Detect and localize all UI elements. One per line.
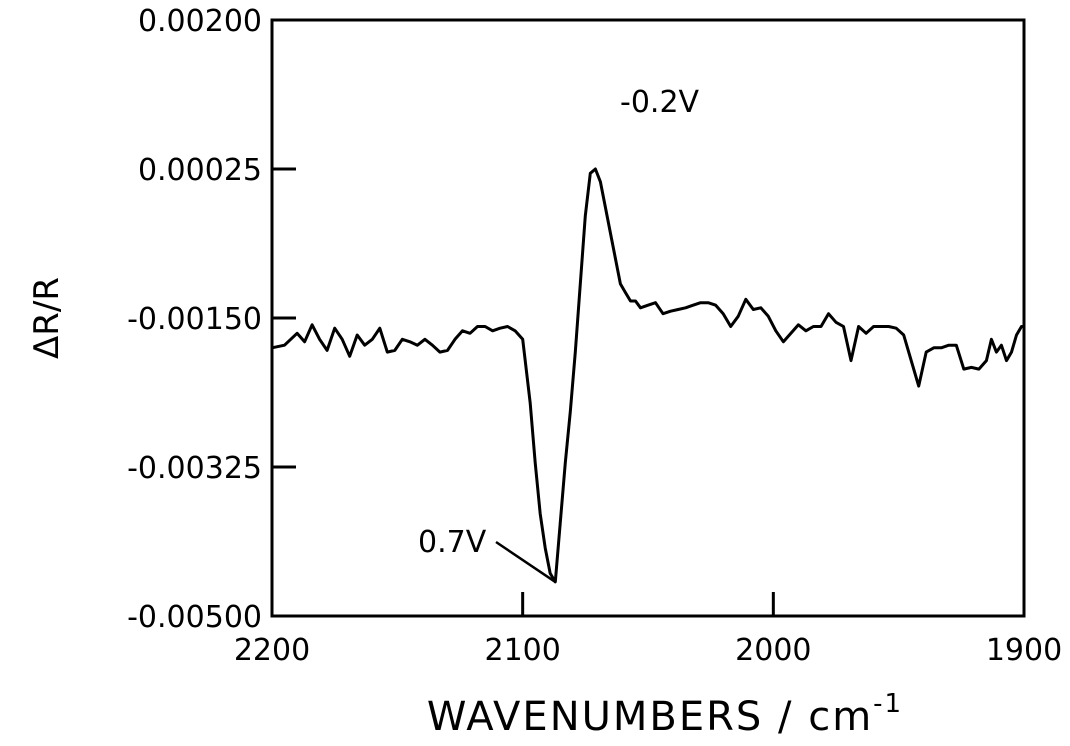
y-tick-label: -0.00500 [127, 600, 262, 635]
y-tick-label: -0.00150 [127, 302, 262, 337]
ticks [270, 18, 1026, 618]
annotation-leader [495, 540, 556, 583]
y-tick-label: 0.00200 [138, 4, 262, 39]
annotation-top-peak: -0.2V [620, 85, 700, 120]
x-tick-label: 2200 [234, 633, 310, 668]
x-tick-label: 2000 [735, 633, 811, 668]
y-tick-labels: 0.00200 0.00025 -0.00150 -0.00325 -0.00500 [127, 4, 262, 635]
x-tick-label: 1900 [986, 633, 1062, 668]
x-tick-label: 2100 [484, 633, 560, 668]
x-axis-title-main: WAVENUMBERS / cm [427, 694, 873, 740]
y-tick-label: -0.00325 [127, 451, 262, 486]
x-axis-title-superscript: -1 [873, 689, 903, 719]
x-tick-labels: 2200 2100 2000 1900 [234, 633, 1062, 668]
annotation-bottom-peak: 0.7V [418, 525, 487, 560]
y-tick-label: 0.00025 [138, 153, 262, 188]
y-axis-title: ΔR/R [27, 277, 67, 359]
series-line [271, 167, 1024, 584]
x-axis-title: WAVENUMBERS / cm-1 [427, 689, 903, 740]
